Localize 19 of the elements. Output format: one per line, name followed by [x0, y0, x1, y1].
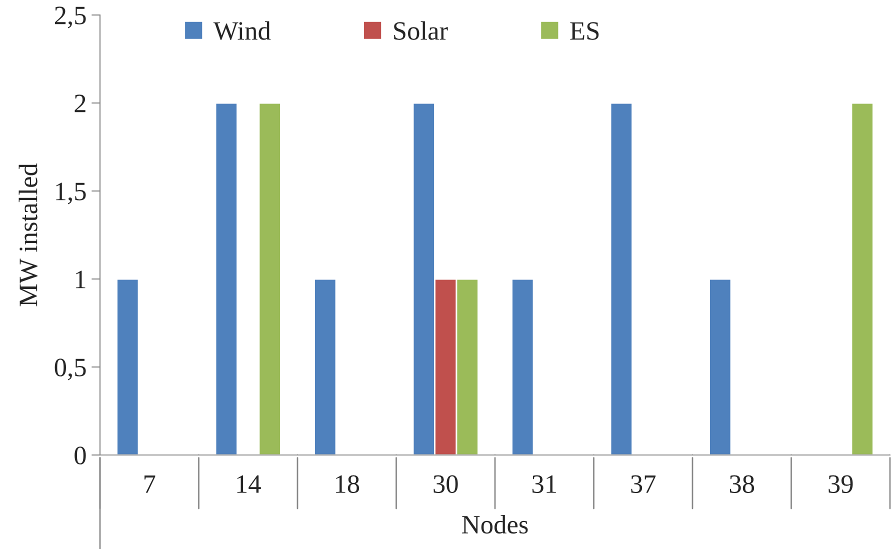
y-tick-label: 1	[76, 270, 86, 288]
x-tick-label: 31	[532, 475, 556, 494]
y-tick-label: 0,5	[54, 358, 86, 380]
legend-label: Solar	[394, 21, 448, 40]
y-tick-label: 2,5	[54, 6, 86, 28]
x-axis-title: Nodes	[462, 515, 528, 534]
y-tick-label: 0	[74, 446, 86, 464]
x-tick-label: 30	[434, 475, 458, 494]
legend-label: Wind	[213, 21, 271, 40]
x-tick-label: 7	[144, 475, 156, 493]
y-tick-label: 1,5	[56, 182, 86, 204]
x-tick-label: 38	[730, 475, 754, 494]
x-tick-label: 39	[828, 475, 853, 494]
y-tick-label: 2	[74, 94, 86, 112]
y-axis-title: MW installed	[18, 163, 38, 306]
x-tick-label: 18	[336, 475, 360, 494]
x-tick-label: 37	[631, 475, 656, 494]
legend-label: ES	[570, 22, 599, 40]
x-tick-label: 14	[237, 475, 261, 493]
